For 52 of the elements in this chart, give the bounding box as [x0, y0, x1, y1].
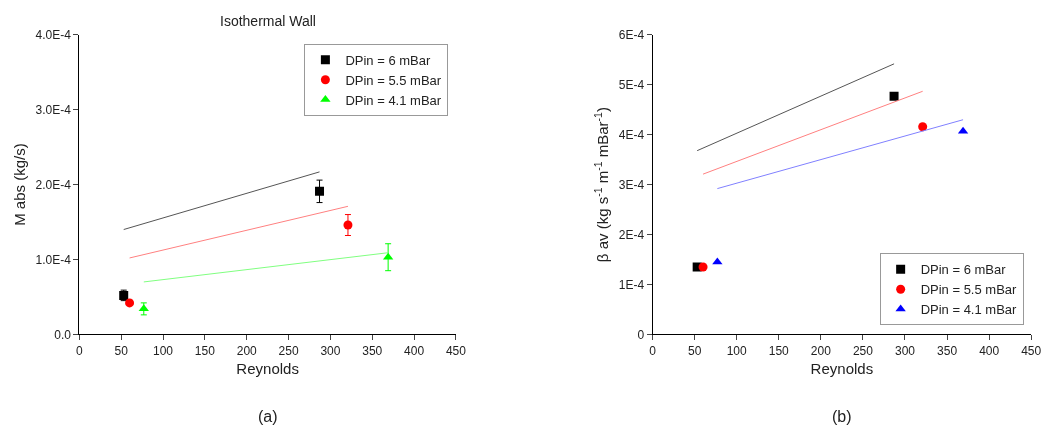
point [698, 262, 708, 272]
x-tick-label: 100 [153, 343, 174, 358]
x-tick-label: 0 [76, 343, 84, 358]
legend-label: DPin = 6 mBar [920, 262, 1007, 278]
legend-label: DPin = 5.5 mBar [920, 282, 1018, 298]
y-tick-label: 1.0E-4 [35, 252, 72, 267]
chart-title: Isothermal Wall [220, 13, 316, 29]
x-tick-label: 0 [649, 343, 657, 358]
x-tick-label: 150 [194, 343, 216, 358]
legend-label: DPin = 5.5 mBar [345, 72, 442, 88]
point [712, 257, 723, 265]
x-tick-label: 400 [979, 343, 1000, 358]
y-tick-label: 0.0 [54, 327, 72, 342]
y-tick-label: 4.0E-4 [35, 28, 72, 43]
point [918, 122, 928, 132]
legend-label: DPin = 6 mBar [345, 52, 431, 68]
x-tick-label: 200 [236, 343, 258, 358]
y-tick-label: 3E-4 [618, 177, 645, 192]
x-axis-title: Reynolds [236, 359, 299, 377]
text: (a) [258, 408, 278, 425]
point [889, 91, 899, 101]
x-tick-label: 250 [278, 343, 299, 358]
text: (b) [832, 408, 852, 425]
x-tick-label: 400 [404, 343, 425, 358]
y-axis-title: M abs (kg/s) [10, 143, 28, 226]
x-tick-label: 100 [726, 343, 748, 358]
y-tick-label: 2.0E-4 [35, 177, 72, 192]
y-tick-label: 4E-4 [618, 127, 645, 142]
x-axis-title: Reynolds [810, 359, 874, 377]
x-tick-label: 350 [937, 343, 958, 358]
x-tick-label: 350 [362, 343, 383, 358]
x-tick-label: 150 [768, 343, 790, 358]
x-tick-label: 300 [320, 343, 341, 358]
legend-label: DPin = 4.1 mBar [920, 302, 1018, 318]
x-tick-label: 250 [852, 343, 874, 358]
x-tick-label: 50 [687, 343, 702, 358]
y-tick-label: 1E-4 [618, 277, 645, 292]
legend-label: DPin = 4.1 mBar [345, 92, 442, 108]
y-tick-label: 2E-4 [618, 227, 645, 242]
y-tick-label: 3.0E-4 [35, 102, 72, 117]
x-tick-label: 450 [445, 343, 467, 358]
point [343, 220, 353, 230]
y-tick-label: 6E-4 [618, 28, 645, 43]
point [315, 186, 325, 196]
x-tick-label: 300 [894, 343, 916, 358]
x-tick-label: 450 [1021, 343, 1042, 358]
x-tick-label: 200 [810, 343, 832, 358]
x-tick-label: 50 [114, 343, 129, 358]
y-tick-label: 0 [637, 327, 645, 342]
y-tick-label: 5E-4 [618, 77, 645, 92]
point [125, 298, 135, 308]
point [138, 304, 149, 312]
